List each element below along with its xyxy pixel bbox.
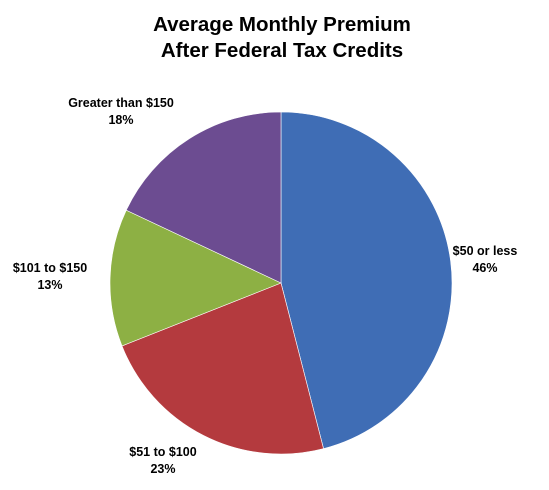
- pie-slices: [109, 111, 453, 455]
- pie-slice-101-to-150: [109, 209, 282, 347]
- pie-slice-51-to-100: [121, 282, 324, 455]
- slice-label-category-greater-than-150: Greater than $150: [68, 96, 174, 110]
- chart-title: Average Monthly Premium After Federal Ta…: [153, 13, 411, 62]
- chart-title-line-2: After Federal Tax Credits: [161, 39, 403, 62]
- slice-label-percent-101-to-150: 13%: [37, 278, 62, 292]
- slice-label-percent-50-or-less: 46%: [472, 261, 497, 275]
- slice-labels: $50 or less 46% $51 to $100 23% $101 to $150…: [13, 96, 518, 476]
- pie-slice-50-or-less: [280, 111, 453, 449]
- pie-slice-greater-than-150: [125, 111, 282, 284]
- slice-label-percent-51-to-100: 23%: [150, 462, 175, 476]
- slice-label-category-51-to-100: $51 to $100: [129, 445, 196, 459]
- slice-label-percent-greater-than-150: 18%: [108, 113, 133, 127]
- slice-label-category-50-or-less: $50 or less: [453, 244, 518, 258]
- chart-title-line-1: Average Monthly Premium: [153, 13, 411, 36]
- slice-label-category-101-to-150: $101 to $150: [13, 261, 87, 275]
